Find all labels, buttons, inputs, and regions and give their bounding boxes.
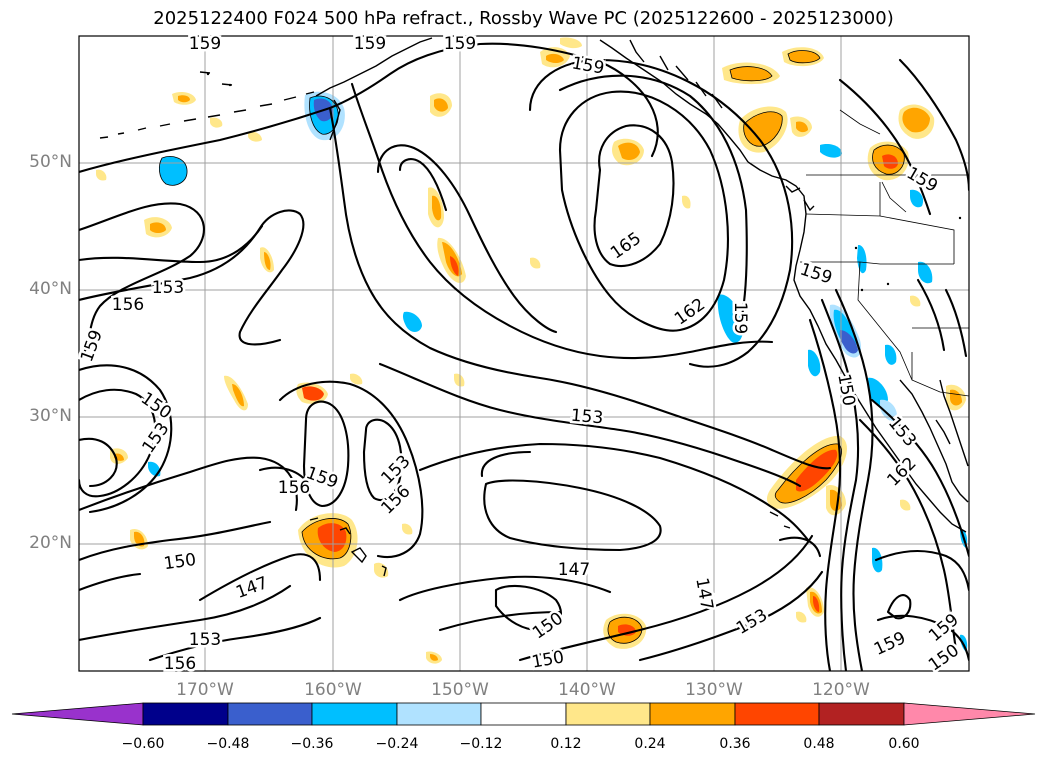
height-contours bbox=[79, 42, 969, 671]
contour-label: 156 bbox=[112, 295, 144, 315]
colorbar-tick-label: −0.12 bbox=[459, 736, 503, 752]
colorbar-segment bbox=[565, 702, 651, 726]
lat-label: 20°N bbox=[29, 533, 72, 553]
colorbar-segment bbox=[396, 702, 482, 726]
contour-label: 156 bbox=[164, 654, 196, 674]
lon-label: 120°W bbox=[812, 680, 870, 700]
map-gridlines bbox=[79, 36, 969, 671]
lon-label: 160°W bbox=[304, 680, 362, 700]
lon-label: 150°W bbox=[431, 680, 489, 700]
colorbar-tick-label: −0.48 bbox=[206, 736, 250, 752]
island-dots bbox=[206, 72, 962, 292]
lon-label: 130°W bbox=[685, 680, 743, 700]
map-title: 2025122400 F024 500 hPa refract., Rossby… bbox=[153, 8, 894, 29]
colorbar bbox=[11, 702, 1036, 726]
contour-label: 159 bbox=[189, 34, 221, 54]
lat-label: 50°N bbox=[29, 152, 72, 172]
lon-label: 140°W bbox=[558, 680, 616, 700]
contour-label: 159 bbox=[444, 34, 476, 54]
colorbar-segment bbox=[311, 702, 398, 726]
contour-label: 147 bbox=[558, 560, 590, 580]
colorbar-tick-label: 0.48 bbox=[803, 736, 835, 752]
colorbar-tick-label: 0.36 bbox=[719, 736, 751, 752]
lon-label: 170°W bbox=[176, 680, 234, 700]
colorbar-extend-right bbox=[903, 702, 1036, 726]
lat-label: 30°N bbox=[29, 406, 72, 426]
colorbar-tick-label: 0.60 bbox=[888, 736, 920, 752]
colorbar-segment bbox=[227, 702, 313, 726]
contour-label: 153 bbox=[189, 630, 221, 650]
colorbar-segment bbox=[480, 702, 567, 726]
colorbar-segment bbox=[649, 702, 736, 726]
colorbar-segment bbox=[734, 702, 820, 726]
contour-label: 156 bbox=[278, 478, 310, 498]
colorbar-segment bbox=[142, 702, 229, 726]
contour-label: 159 bbox=[354, 34, 386, 54]
colorbar-extend-left bbox=[11, 702, 144, 726]
colorbar-tick-label: 0.24 bbox=[634, 736, 666, 752]
contour-label: 153 bbox=[152, 278, 184, 298]
lat-label: 40°N bbox=[29, 279, 72, 299]
colorbar-tick-label: −0.36 bbox=[290, 736, 334, 752]
contour-label: 153 bbox=[570, 406, 604, 429]
anomaly-shading bbox=[96, 37, 968, 664]
colorbar-tick-label: 0.12 bbox=[550, 736, 582, 752]
plot-border bbox=[78, 35, 970, 672]
colorbar-tick-label: −0.24 bbox=[375, 736, 419, 752]
colorbar-tick-label: −0.60 bbox=[121, 736, 165, 752]
colorbar-segment bbox=[818, 702, 905, 726]
contour-label: 159 bbox=[730, 302, 750, 334]
